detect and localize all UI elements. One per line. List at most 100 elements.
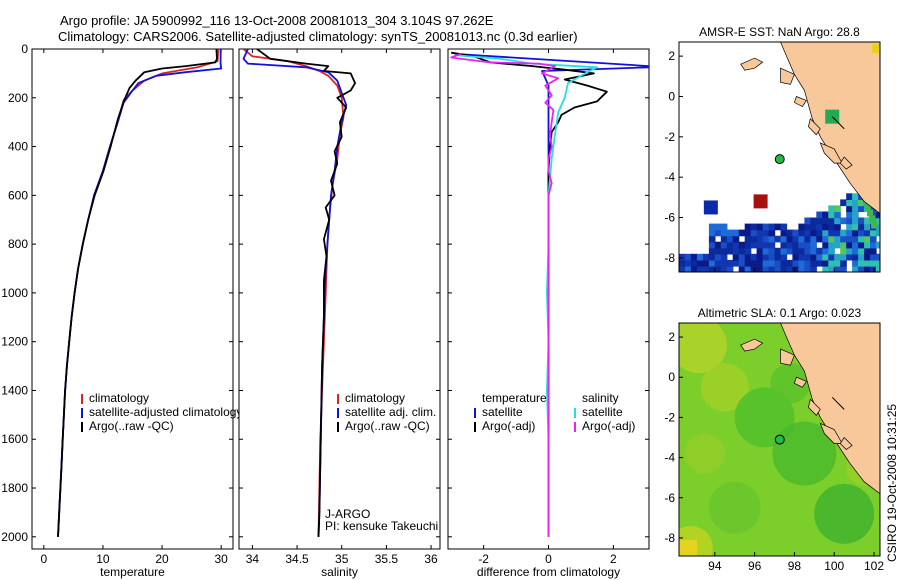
sst-pixel xyxy=(732,247,740,255)
temp-xtick-label: 20 xyxy=(155,552,169,566)
sst-pixel xyxy=(846,235,853,243)
sst-pixel xyxy=(846,193,853,200)
sla-field-blob xyxy=(684,433,725,474)
sst-pixel xyxy=(822,247,829,255)
sst-pixel xyxy=(876,253,880,261)
sst-pixel xyxy=(780,241,788,249)
sst-pixel xyxy=(708,229,716,237)
sst-pixel xyxy=(852,193,859,200)
sst-pixel xyxy=(864,247,871,255)
sla-land-island xyxy=(740,338,764,352)
sst-pixel xyxy=(846,217,853,225)
diff-series-magenta xyxy=(450,53,560,537)
sla-land-island xyxy=(819,422,843,444)
sst-pixel xyxy=(816,217,823,225)
sst-pixel xyxy=(792,241,799,249)
sst-pixel xyxy=(858,205,865,213)
sst-pixel xyxy=(858,217,865,225)
sst-pixel xyxy=(828,247,835,255)
sst-pixel xyxy=(828,217,835,225)
sst-pixel xyxy=(708,247,716,255)
sst-pixel xyxy=(744,241,752,249)
sst-pixel xyxy=(780,265,788,272)
temp-series-group xyxy=(57,49,223,537)
figure-title-line-1: Argo profile: JA 5900992_116 13-Oct-2008… xyxy=(60,13,494,28)
sst-pixel xyxy=(858,253,865,261)
sst-pixel xyxy=(840,199,847,207)
sal-annotation-program: J-ARGO xyxy=(325,507,370,521)
sst-pixel xyxy=(828,259,835,267)
sst-pixel xyxy=(762,259,770,267)
sal-legend-label: satellite adj. clim. xyxy=(345,405,436,419)
sst-pixel xyxy=(744,259,752,267)
sst-pixel xyxy=(822,265,829,272)
sst-pixel xyxy=(756,229,764,237)
sst-pixel xyxy=(714,241,722,249)
sst-pixel xyxy=(685,265,692,272)
sst-pixel xyxy=(780,235,788,243)
sst-pixel xyxy=(738,229,746,237)
credit-label: CSIRO 19-Oct-2008 10:31:25 xyxy=(885,404,899,562)
temp-ytick-label: 1800 xyxy=(1,481,28,495)
sst-pixel xyxy=(822,259,829,267)
sst-pixel xyxy=(822,223,829,231)
sst-pixel xyxy=(708,259,716,267)
sst-pixel xyxy=(852,229,859,237)
sst-pixel xyxy=(816,235,823,243)
sst-pixel xyxy=(720,253,728,261)
sst-pixel xyxy=(870,253,877,261)
temp-ytick-label: 1000 xyxy=(1,286,28,300)
sst-pixel xyxy=(720,247,728,255)
sst-pixel xyxy=(858,247,865,255)
sst-pixel xyxy=(834,259,841,267)
sst-pixel xyxy=(864,253,871,261)
diff-legend-label: satellite xyxy=(582,405,623,419)
sst-coast-line xyxy=(831,116,845,130)
sst-pixel xyxy=(762,253,770,261)
sst-pixel xyxy=(774,247,782,255)
sst-pixel xyxy=(792,247,799,255)
sst-pixel xyxy=(732,229,740,237)
sst-pixel xyxy=(870,259,877,267)
sst-pixel xyxy=(720,229,728,237)
sst-pixel xyxy=(726,259,734,267)
sst-pixel xyxy=(708,223,716,231)
sst-pixel xyxy=(870,247,877,255)
sst-pixel xyxy=(744,223,752,231)
sal-xtick-label: 34 xyxy=(246,552,260,566)
sla-land-island xyxy=(808,398,821,416)
temp-ytick-label: 600 xyxy=(8,188,28,202)
sst-pixel xyxy=(750,229,758,237)
sst-pixel xyxy=(720,265,728,272)
sal-xtick-label: 35 xyxy=(335,552,349,566)
sst-pixel xyxy=(846,211,853,219)
sst-pixel xyxy=(786,247,794,255)
sst-pixel xyxy=(858,241,865,249)
diff-legend-label: Argo(-adj) xyxy=(582,419,635,433)
sst-pixel xyxy=(810,229,817,237)
sst-map-ytick-label: 2 xyxy=(668,49,675,63)
sst-pixel xyxy=(840,241,847,249)
sla-map-title: Altimetric SLA: 0.1 Argo: 0.023 xyxy=(698,306,862,320)
sst-pixel xyxy=(762,247,770,255)
sst-pixel xyxy=(708,253,716,261)
sst-pixel xyxy=(714,223,722,231)
sst-pixel xyxy=(750,259,758,267)
sst-pixel xyxy=(828,265,835,272)
sst-pixel xyxy=(768,265,776,272)
sst-pixel xyxy=(834,223,841,231)
sst-pixel xyxy=(726,229,734,237)
sst-pixel xyxy=(738,253,746,261)
sst-pixel xyxy=(816,259,823,267)
sst-pixel xyxy=(834,241,841,249)
sst-pixel xyxy=(810,247,817,255)
sst-pixel xyxy=(768,241,776,249)
sst-pixel xyxy=(804,247,811,255)
sst-pixel xyxy=(685,259,692,267)
sst-map-ytick-label: 0 xyxy=(668,89,675,103)
sst-pixel xyxy=(786,235,794,243)
sst-pixel xyxy=(804,259,811,267)
sst-pixel xyxy=(744,229,752,237)
sst-pixel xyxy=(702,253,710,261)
